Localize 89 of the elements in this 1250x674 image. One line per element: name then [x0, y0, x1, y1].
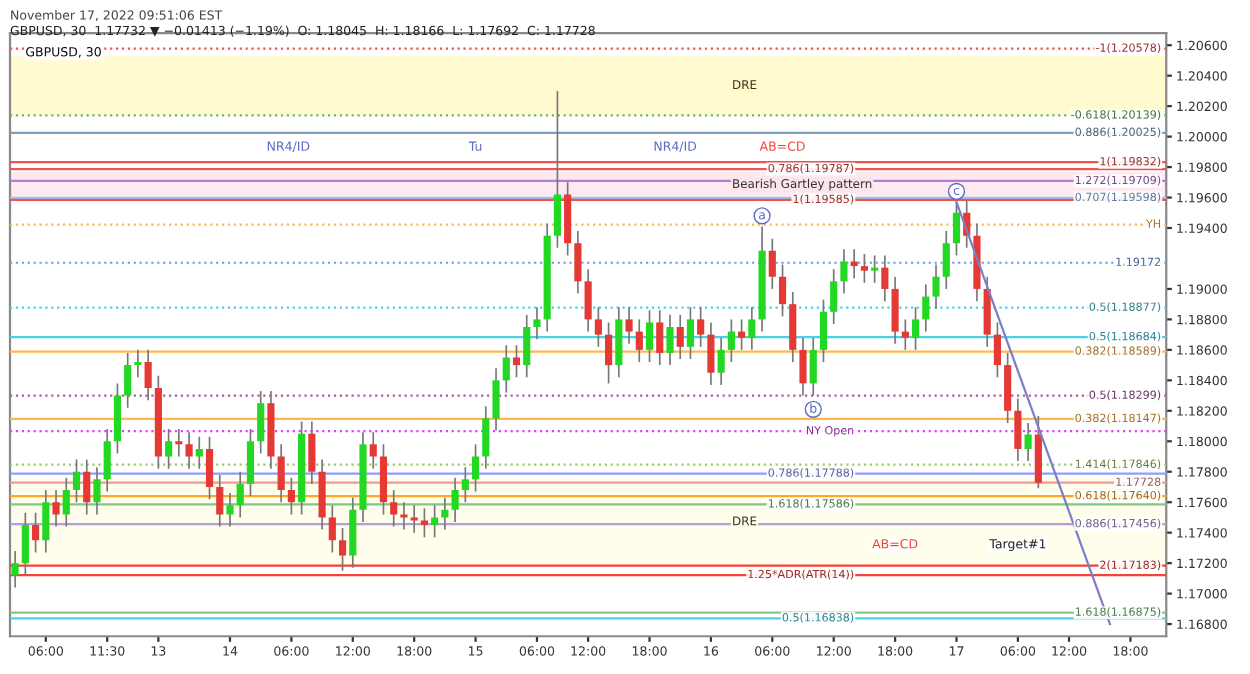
candlestick: [308, 420, 316, 485]
candlestick: [738, 318, 746, 351]
candlestick: [461, 466, 469, 504]
candlestick: [400, 501, 408, 531]
candlestick: [717, 336, 725, 386]
candlestick: [830, 268, 838, 325]
candlestick: [277, 443, 285, 504]
candlestick: [645, 309, 654, 363]
candlestick: [52, 489, 60, 528]
candlestick: [93, 466, 101, 516]
candlestick: [492, 367, 500, 432]
candlestick: [605, 321, 613, 385]
candlestick: [165, 428, 173, 470]
candlestick: [134, 349, 142, 379]
candlestick: [287, 476, 295, 516]
candlestick: [553, 90, 562, 249]
candlestick: [983, 275, 991, 348]
candlestick: [124, 352, 132, 409]
candlestick: [72, 458, 81, 504]
candlestick: [420, 507, 428, 539]
candlestick: [860, 253, 868, 284]
candlestick: [789, 291, 797, 363]
candlestick: [676, 314, 684, 360]
candlestick: [42, 489, 50, 554]
candlestick: [431, 504, 439, 539]
candlestick: [236, 470, 244, 519]
candlestick: [594, 306, 602, 348]
candlestick: [840, 248, 848, 295]
candlestick: [83, 458, 91, 516]
candlestick: [799, 336, 807, 397]
candlestick: [1024, 422, 1032, 462]
candlestick: [328, 504, 336, 554]
candlestick: [625, 306, 633, 345]
candlestick: [369, 431, 377, 470]
candlestick: [952, 201, 961, 257]
candlestick: [748, 306, 756, 351]
candlestick: [574, 230, 582, 295]
candlestick: [523, 314, 531, 379]
candlestick: [697, 306, 705, 348]
candlestick: [615, 306, 623, 379]
candlestick: [471, 443, 480, 493]
candlestick: [482, 405, 490, 470]
candlestick: [1014, 397, 1022, 462]
candlestick: [390, 489, 398, 528]
candlestick: [942, 230, 950, 290]
candlestick: [257, 390, 265, 455]
candlestick: [666, 314, 674, 366]
candlestick: [21, 512, 29, 577]
candlestick: [32, 512, 40, 554]
candlestick: [635, 318, 643, 363]
candlestick: [768, 237, 776, 290]
candlestick: [205, 435, 214, 500]
candlestick: [922, 283, 930, 333]
candlestick: [819, 298, 828, 363]
candlestick: [338, 527, 347, 572]
candlestick: [113, 382, 122, 455]
candlestick: [226, 492, 234, 528]
candlestick: [1004, 352, 1012, 424]
candlestick: [993, 321, 1001, 379]
candlestick: [144, 349, 152, 401]
candlestick: [656, 309, 664, 366]
candlestick: [911, 306, 920, 351]
candlestick: [175, 428, 183, 458]
candlestick: [11, 550, 19, 589]
candlestick: [62, 476, 70, 528]
candlestick: [103, 428, 111, 493]
candlestick: [809, 336, 817, 397]
candlestick: [901, 318, 909, 351]
candlestick: [502, 344, 510, 394]
candlestick: [932, 263, 940, 310]
candlestick: [451, 476, 459, 523]
candlestick: [195, 435, 203, 470]
candlestick: [410, 504, 418, 534]
candlestick: [778, 263, 787, 318]
candlestick: [246, 428, 255, 497]
candlestick: [727, 318, 735, 363]
candlestick: [891, 275, 899, 345]
candlestick: [379, 443, 388, 516]
candlestick: [318, 458, 326, 531]
candlestick: [533, 306, 541, 341]
candlestick: [881, 254, 889, 302]
candlestick: [707, 321, 715, 386]
candlestick: [584, 268, 592, 333]
candlestick: [512, 344, 521, 379]
candlestick: [185, 431, 193, 470]
candlestick: [871, 254, 879, 284]
candlestick: [686, 306, 695, 360]
candlestick: [216, 473, 224, 528]
candlestick: [349, 496, 357, 569]
